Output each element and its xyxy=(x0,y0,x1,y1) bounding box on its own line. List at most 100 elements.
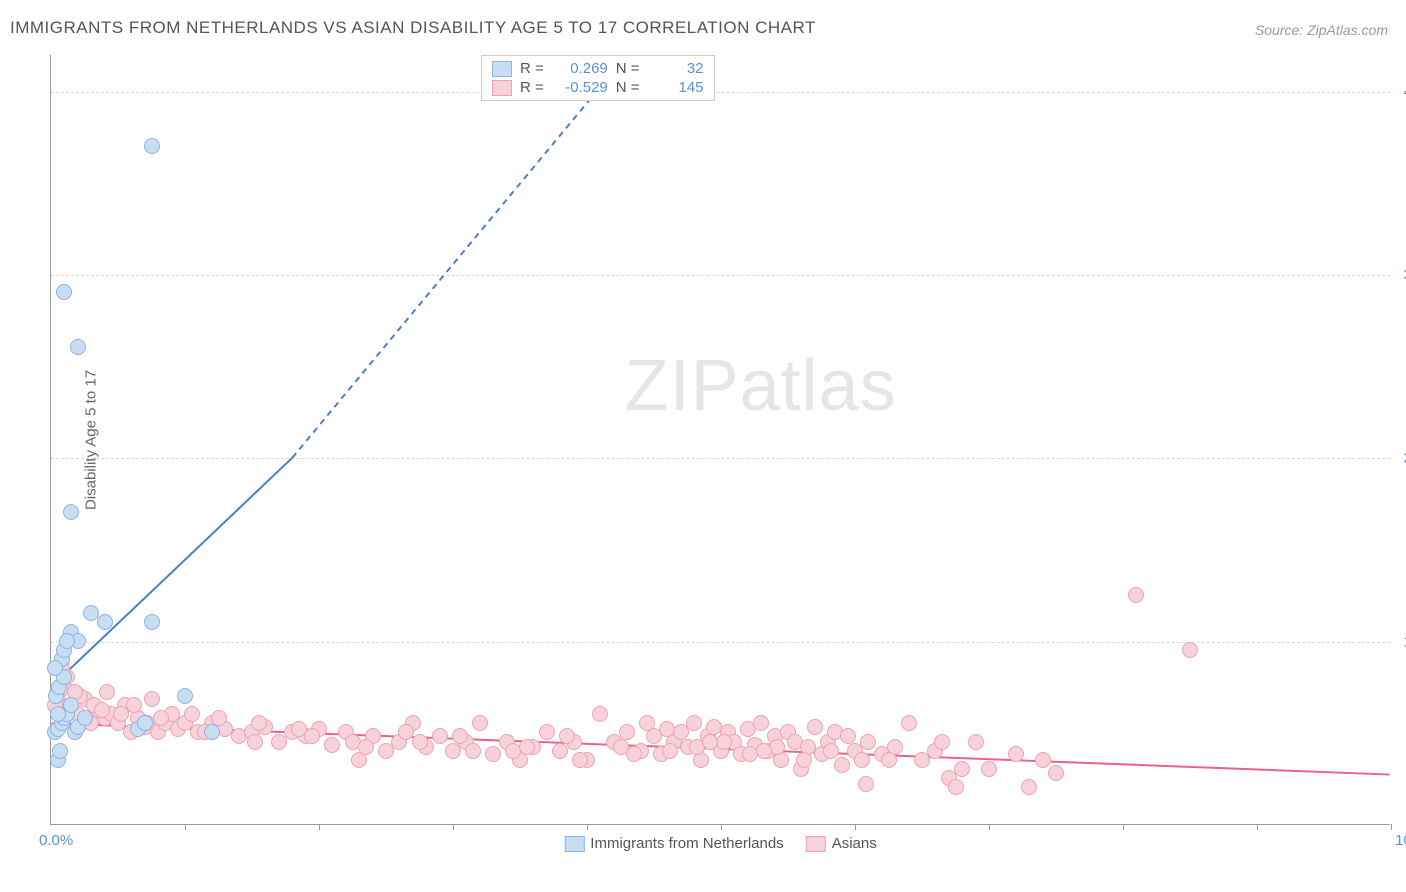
legend-stats-row-1: R = 0.269 N = 32 xyxy=(492,60,704,77)
n-value-2: 145 xyxy=(648,79,704,96)
scatter-point xyxy=(756,743,772,759)
scatter-point xyxy=(860,734,876,750)
y-axis-title: Disability Age 5 to 17 xyxy=(83,369,100,509)
watermark-zip: ZIP xyxy=(625,346,740,426)
legend-swatch-blue xyxy=(492,61,512,77)
x-tick xyxy=(587,824,588,830)
scatter-point xyxy=(796,752,812,768)
x-tick xyxy=(1257,824,1258,830)
scatter-point xyxy=(807,719,823,735)
scatter-point xyxy=(858,776,874,792)
scatter-point xyxy=(981,761,997,777)
scatter-point xyxy=(63,697,79,713)
scatter-point xyxy=(592,706,608,722)
scatter-point xyxy=(324,737,340,753)
scatter-point xyxy=(177,688,193,704)
scatter-point xyxy=(559,728,575,744)
scatter-point xyxy=(823,743,839,759)
scatter-point xyxy=(485,746,501,762)
scatter-point xyxy=(144,614,160,630)
scatter-point xyxy=(99,684,115,700)
scatter-point xyxy=(702,734,718,750)
scatter-point xyxy=(539,724,555,740)
scatter-point xyxy=(881,752,897,768)
scatter-point xyxy=(137,715,153,731)
scatter-point xyxy=(519,739,535,755)
legend-stats: R = 0.269 N = 32 R = -0.529 N = 145 xyxy=(481,55,715,101)
scatter-point xyxy=(968,734,984,750)
scatter-point xyxy=(840,728,856,744)
legend-stats-row-2: R = -0.529 N = 145 xyxy=(492,79,704,96)
scatter-point xyxy=(619,724,635,740)
x-tick xyxy=(989,824,990,830)
trend-lines xyxy=(51,55,1390,824)
x-tick xyxy=(319,824,320,830)
scatter-point xyxy=(63,504,79,520)
scatter-point xyxy=(358,739,374,755)
scatter-point xyxy=(94,702,110,718)
gridline xyxy=(51,92,1390,93)
scatter-point xyxy=(144,138,160,154)
r-label-1: R = xyxy=(520,60,544,77)
scatter-point xyxy=(204,724,220,740)
scatter-point xyxy=(465,743,481,759)
gridline xyxy=(51,275,1390,276)
x-tick xyxy=(721,824,722,830)
scatter-point xyxy=(126,697,142,713)
x-tick xyxy=(1123,824,1124,830)
x-tick xyxy=(1391,824,1392,830)
n-value-1: 32 xyxy=(648,60,704,77)
scatter-point xyxy=(247,734,263,750)
scatter-point xyxy=(626,746,642,762)
scatter-point xyxy=(412,734,428,750)
scatter-point xyxy=(572,752,588,768)
scatter-point xyxy=(686,715,702,731)
bottom-legend-swatch-blue xyxy=(564,836,584,852)
gridline xyxy=(51,458,1390,459)
scatter-point xyxy=(934,734,950,750)
scatter-point xyxy=(954,761,970,777)
scatter-point xyxy=(753,715,769,731)
r-value-2: -0.529 xyxy=(552,79,608,96)
legend-swatch-pink xyxy=(492,80,512,96)
scatter-point xyxy=(1021,779,1037,795)
r-label-2: R = xyxy=(520,79,544,96)
n-label-1: N = xyxy=(616,60,640,77)
scatter-point xyxy=(948,779,964,795)
scatter-point xyxy=(52,743,68,759)
scatter-point xyxy=(901,715,917,731)
source-label: Source: ZipAtlas.com xyxy=(1255,22,1388,38)
bottom-legend-swatch-pink xyxy=(806,836,826,852)
bottom-legend: Immigrants from Netherlands Asians xyxy=(564,835,876,852)
r-value-1: 0.269 xyxy=(552,60,608,77)
watermark: ZIPatlas xyxy=(625,345,897,427)
bottom-legend-label-2: Asians xyxy=(832,835,877,852)
scatter-point xyxy=(211,710,227,726)
bottom-legend-item-2: Asians xyxy=(806,835,877,852)
scatter-point xyxy=(50,706,66,722)
scatter-point xyxy=(184,706,200,722)
scatter-point xyxy=(251,715,267,731)
scatter-point xyxy=(1048,765,1064,781)
scatter-point xyxy=(662,743,678,759)
watermark-atlas: atlas xyxy=(740,346,897,426)
scatter-point xyxy=(144,691,160,707)
scatter-point xyxy=(97,614,113,630)
chart-area: Disability Age 5 to 17 ZIPatlas 10.0%20.… xyxy=(50,55,1390,825)
x-tick xyxy=(855,824,856,830)
chart-title: IMMIGRANTS FROM NETHERLANDS VS ASIAN DIS… xyxy=(10,18,816,38)
bottom-legend-label-1: Immigrants from Netherlands xyxy=(590,835,783,852)
scatter-point xyxy=(47,660,63,676)
scatter-point xyxy=(452,728,468,744)
scatter-point xyxy=(432,728,448,744)
scatter-point xyxy=(1035,752,1051,768)
x-tick xyxy=(453,824,454,830)
scatter-point xyxy=(472,715,488,731)
n-label-2: N = xyxy=(616,79,640,96)
scatter-point xyxy=(854,752,870,768)
x-tick xyxy=(185,824,186,830)
scatter-point xyxy=(834,757,850,773)
scatter-point xyxy=(56,284,72,300)
scatter-point xyxy=(1128,587,1144,603)
x-axis-min-label: 0.0% xyxy=(39,832,73,849)
